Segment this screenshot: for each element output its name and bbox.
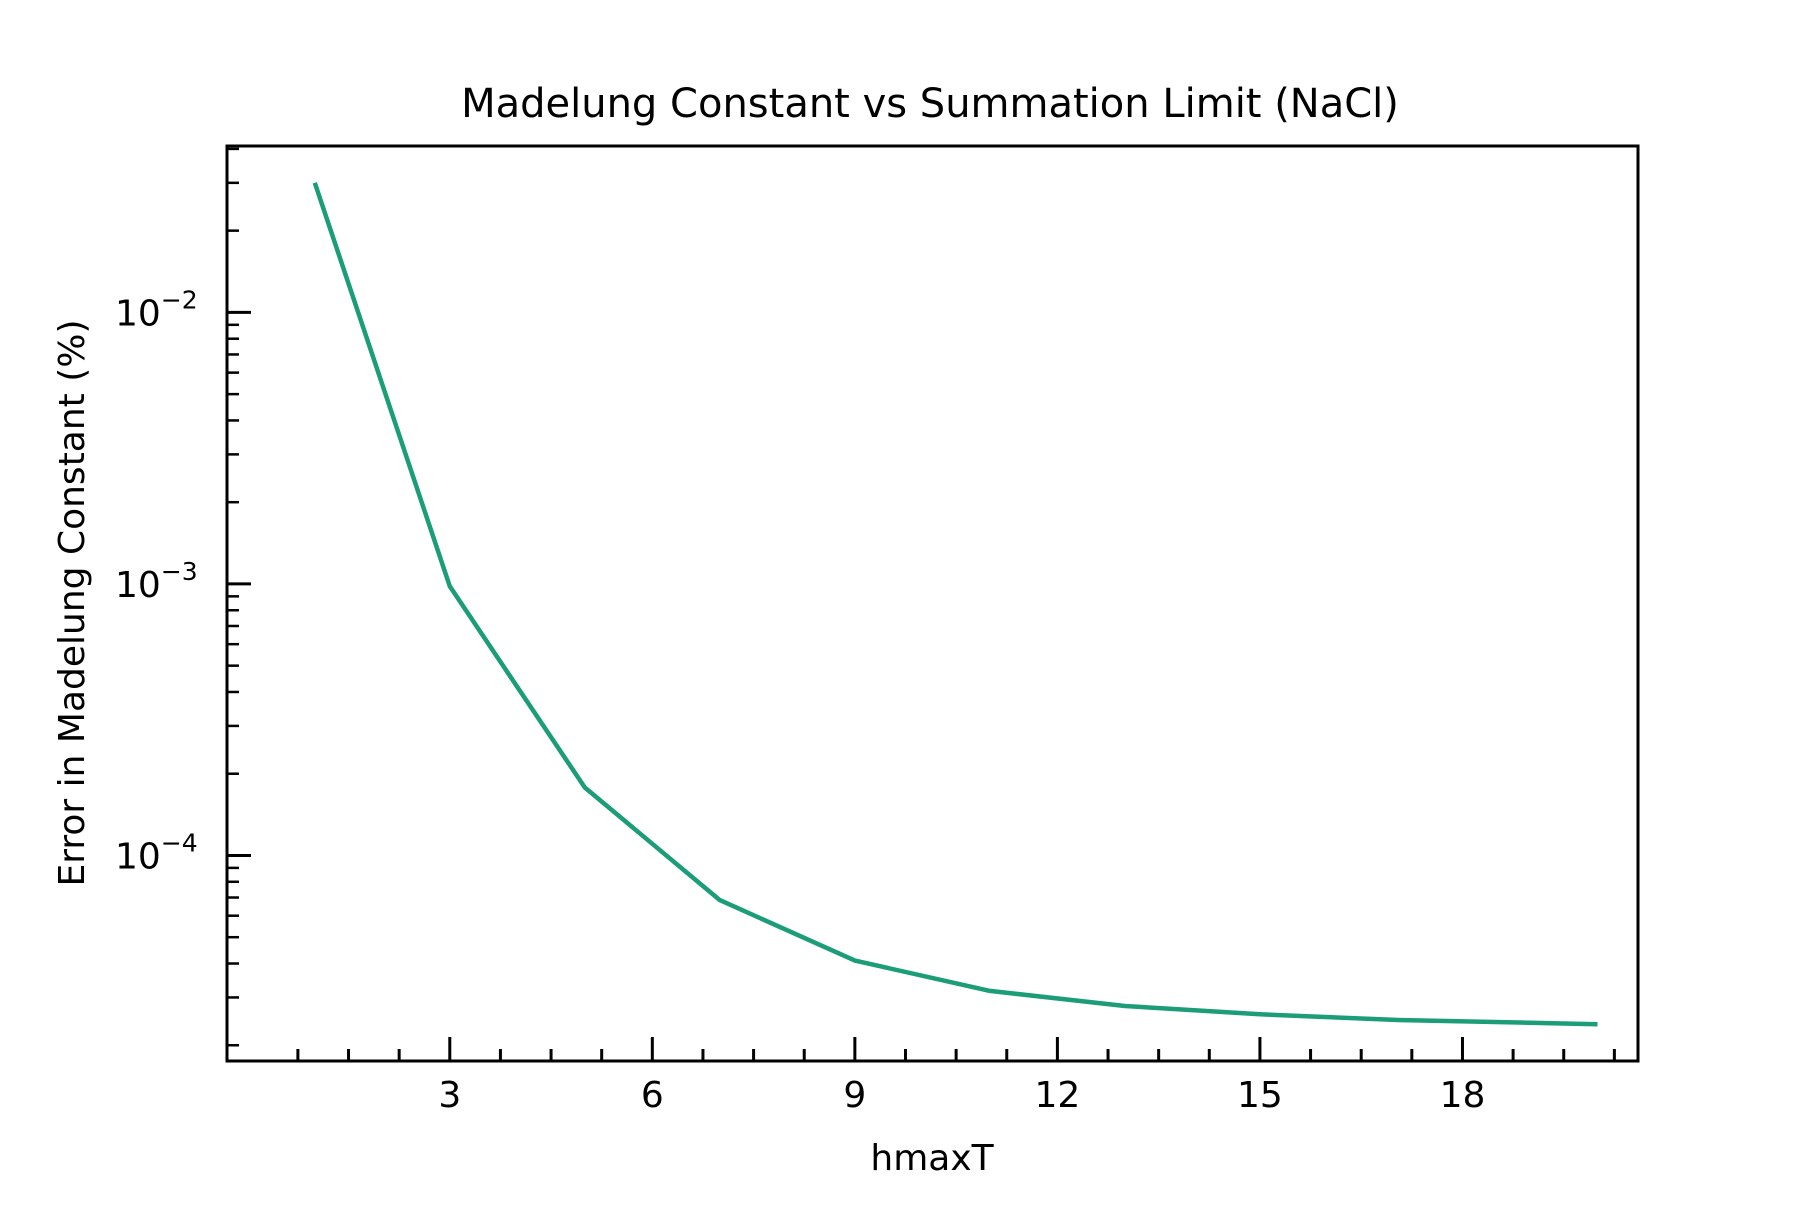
y-tick-label: 10−2 [115, 285, 198, 334]
y-axis-label: Error in Madelung Constant (%) [52, 319, 93, 886]
y-axis-ticks: 10−4 10−3 10−2 [115, 147, 251, 1047]
x-tick-label: 15 [1237, 1075, 1283, 1116]
plot-frame [225, 144, 1640, 1063]
x-tick-label: 9 [843, 1075, 866, 1116]
x-tick-label: 6 [641, 1075, 664, 1116]
x-tick-label: 3 [438, 1075, 461, 1116]
x-axis-ticks: 3 6 9 12 15 18 [296, 1037, 1616, 1116]
series-line [312, 182, 1598, 1027]
y-tick-label: 10−3 [115, 557, 198, 606]
x-axis-label: hmaxT [870, 1138, 994, 1179]
x-tick-label: 18 [1440, 1075, 1486, 1116]
series-layer [312, 182, 1598, 1027]
x-tick-label: 12 [1034, 1075, 1080, 1116]
y-tick-label: 10−4 [115, 828, 198, 877]
chart-title: Madelung Constant vs Summation Limit (Na… [461, 81, 1399, 127]
